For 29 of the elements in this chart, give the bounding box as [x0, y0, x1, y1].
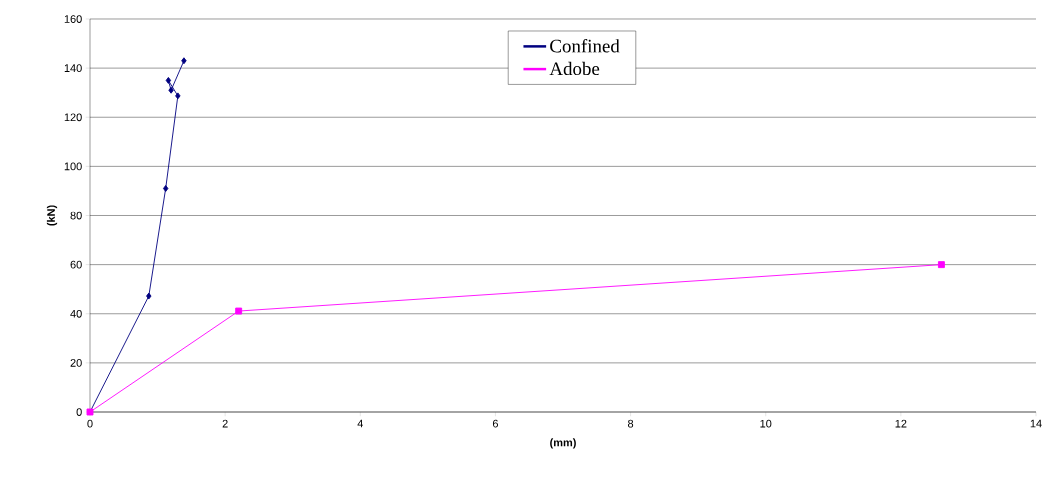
x-tick-label: 6 — [492, 419, 498, 428]
legend-label: Adobe — [549, 61, 600, 76]
legend-label: Confined — [550, 38, 620, 53]
y-axis-title: (kN) — [46, 205, 58, 226]
y-tick-label: 0 — [76, 408, 82, 416]
point — [175, 92, 181, 100]
point — [162, 185, 169, 192]
point — [168, 86, 174, 94]
x-tick-label: 8 — [628, 419, 634, 428]
point — [937, 261, 945, 269]
x-tick-label: 10 — [760, 419, 772, 428]
y-tick-label: 160 — [64, 15, 82, 23]
y-tick-label: 80 — [70, 211, 82, 220]
x-tick-label: 14 — [1030, 419, 1042, 428]
point — [165, 76, 172, 84]
y-tick-label: 40 — [70, 309, 82, 318]
y-tick-label: 100 — [64, 162, 82, 171]
x-tick-label: 0 — [87, 419, 93, 428]
x-tick-label: 4 — [357, 419, 364, 428]
point — [181, 57, 187, 65]
x-tick-label: 2 — [222, 419, 228, 428]
y-tick-label: 120 — [64, 113, 82, 122]
y-tick-label: 140 — [64, 64, 82, 72]
y-tick-label: 20 — [70, 359, 82, 367]
point — [146, 292, 152, 300]
x-axis-title: (mm) — [550, 438, 576, 449]
y-tick-label: 60 — [70, 260, 82, 269]
point — [235, 307, 243, 315]
x-tick-label: 12 — [895, 419, 907, 428]
